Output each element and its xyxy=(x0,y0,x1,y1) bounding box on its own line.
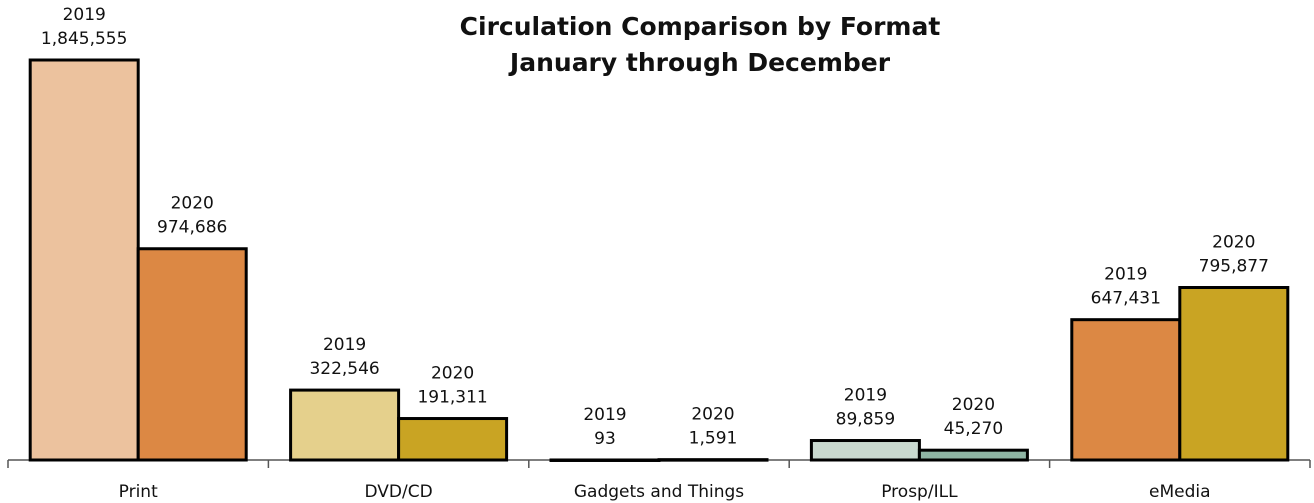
data-label: 89,859 xyxy=(836,410,895,430)
data-label-series: 2020 xyxy=(1212,233,1255,253)
bar xyxy=(397,417,509,462)
x-tick-label: Prosp/ILL xyxy=(881,482,958,502)
x-tick-label: DVD/CD xyxy=(364,482,432,502)
data-label: 322,546 xyxy=(309,359,379,379)
bar xyxy=(1070,318,1182,462)
bar xyxy=(809,439,921,462)
bar xyxy=(917,448,1029,462)
data-label: 45,270 xyxy=(944,419,1003,439)
data-label: 1,591 xyxy=(689,429,738,449)
bar xyxy=(1178,286,1290,462)
data-label-series: 2020 xyxy=(952,395,995,415)
data-label: 974,686 xyxy=(157,218,227,238)
data-label-series: 2020 xyxy=(171,194,214,214)
x-tick-label: Gadgets and Things xyxy=(574,482,744,502)
data-label: 1,845,555 xyxy=(41,29,128,49)
x-tick-label: eMedia xyxy=(1149,482,1211,502)
bar xyxy=(289,388,401,462)
chart-title: Circulation Comparison by Format xyxy=(460,12,941,41)
data-label-series: 2020 xyxy=(691,405,734,425)
bar xyxy=(136,247,248,462)
data-label: 191,311 xyxy=(417,388,487,408)
chart-subtitle: January through December xyxy=(508,48,891,77)
bar xyxy=(657,458,769,462)
x-tick-label: Print xyxy=(119,482,158,502)
data-label-series: 2019 xyxy=(323,335,366,355)
data-label-series: 2019 xyxy=(844,386,887,406)
data-label-series: 2019 xyxy=(583,405,626,425)
data-label: 647,431 xyxy=(1091,289,1161,309)
data-label-series: 2020 xyxy=(431,364,474,384)
data-label-series: 2019 xyxy=(1104,265,1147,285)
data-label-series: 2019 xyxy=(63,5,106,25)
data-label: 93 xyxy=(594,429,616,449)
bar xyxy=(549,458,661,462)
data-label: 795,877 xyxy=(1199,257,1269,277)
bar xyxy=(28,58,140,462)
